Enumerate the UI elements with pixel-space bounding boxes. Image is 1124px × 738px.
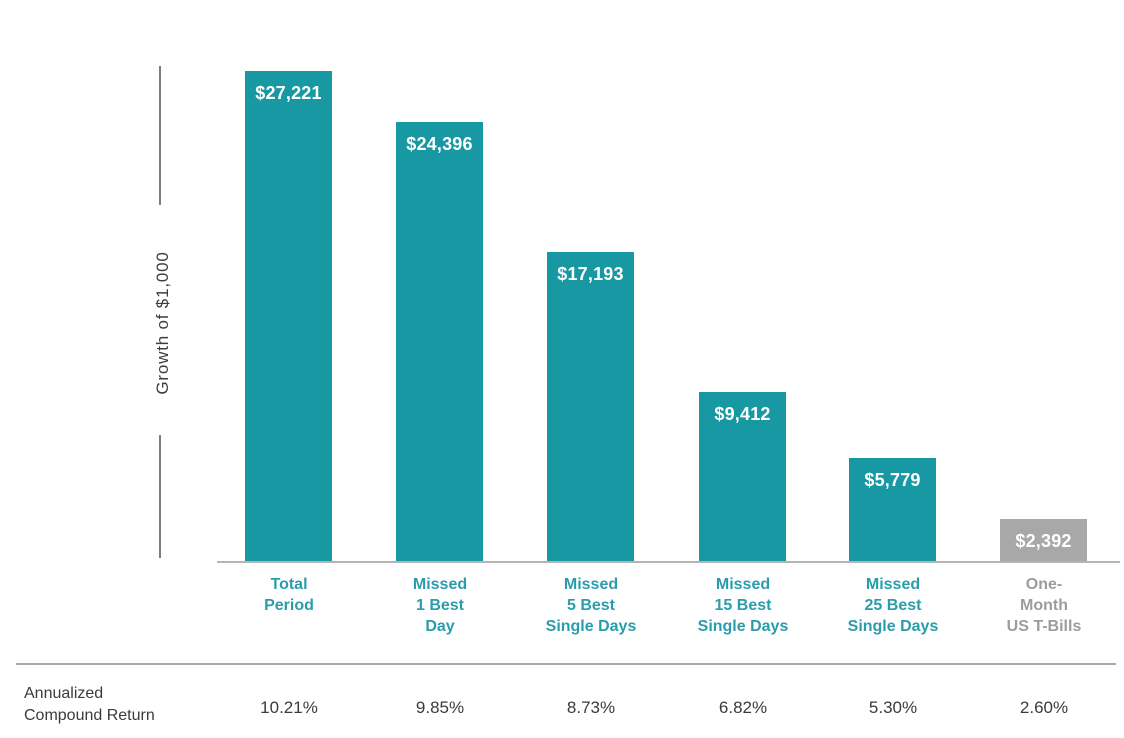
category-label-line: 5 Best	[566, 597, 616, 614]
bar-value-label: $9,412	[714, 404, 771, 424]
category-label-line: Single Days	[545, 618, 637, 635]
table-separator-line	[16, 663, 1116, 665]
annualized-return-value: 2.60%	[1019, 698, 1069, 717]
annualized-return-value: 6.82%	[718, 698, 768, 717]
bar-one-month-us-t-bills: $2,392	[1000, 519, 1087, 562]
x-axis-line	[217, 561, 1120, 563]
category-label-line: Total	[270, 576, 308, 593]
category-label-total-period: Total Period	[214, 574, 364, 616]
category-label-line: Single Days	[697, 618, 789, 635]
annualized-return-value: 8.73%	[566, 698, 616, 717]
category-label-line: Period	[264, 597, 314, 614]
bar-missed-15-best-single-days: $9,412	[699, 392, 786, 562]
y-axis-line-top	[159, 66, 161, 205]
category-label-one-month-us-t-bills: One- Month US T-Bills	[969, 574, 1119, 637]
annualized-return-row-label-line: Annualized	[24, 685, 104, 702]
annualized-return-row-label: Annualized Compound Return	[24, 683, 155, 727]
category-label-missed-5-best-single-days: Missed 5 Best Single Days	[516, 574, 666, 637]
category-label-line: Single Days	[847, 618, 939, 635]
bar-value-label: $17,193	[557, 264, 624, 284]
category-label-line: Missed	[865, 576, 921, 593]
category-label-line: US T-Bills	[1006, 618, 1082, 635]
bar-missed-25-best-single-days: $5,779	[849, 458, 936, 562]
category-label-line: 1 Best	[415, 597, 465, 614]
category-label-line: 15 Best	[714, 597, 772, 614]
bar-value-label: $24,396	[406, 134, 473, 154]
annualized-return-value: 9.85%	[415, 698, 465, 717]
annualized-return-value: 10.21%	[260, 698, 318, 717]
y-axis-line-bottom	[159, 435, 161, 558]
category-label-line: One-	[1025, 576, 1063, 593]
y-axis-title: Growth of $1,000	[153, 251, 172, 395]
bar-value-label: $2,392	[1015, 531, 1072, 551]
annualized-return-row-label-line: Compound Return	[24, 707, 155, 724]
category-label-missed-25-best-single-days: Missed 25 Best Single Days	[818, 574, 968, 637]
bar-value-label: $5,779	[864, 470, 921, 490]
category-label-line: Month	[1020, 597, 1068, 614]
bar-total-period: $27,221	[245, 71, 332, 562]
category-label-missed-1-best-day: Missed 1 Best Day	[365, 574, 515, 637]
category-label-line: Missed	[412, 576, 468, 593]
category-label-missed-15-best-single-days: Missed 15 Best Single Days	[668, 574, 818, 637]
bar-missed-1-best-day: $24,396	[396, 122, 483, 562]
category-label-line: 25 Best	[864, 597, 922, 614]
category-label-line: Day	[425, 618, 455, 635]
bar-value-label: $27,221	[255, 83, 322, 103]
category-label-line: Missed	[715, 576, 771, 593]
category-label-line: Missed	[563, 576, 619, 593]
annualized-return-value: 5.30%	[868, 698, 918, 717]
bar-missed-5-best-single-days: $17,193	[547, 252, 634, 562]
